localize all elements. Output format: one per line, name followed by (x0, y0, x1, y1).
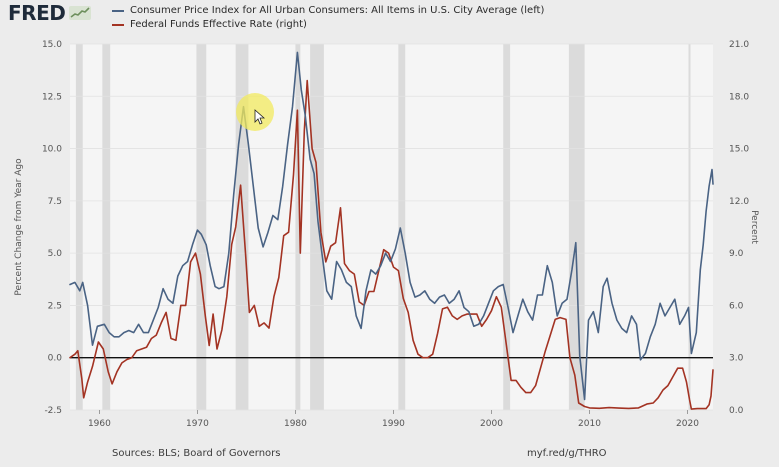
recession-band (568, 44, 585, 410)
y-tick-left-label: 7.5 (48, 197, 62, 207)
series-line-cpi (69, 51, 714, 401)
legend-swatch-cpi (112, 10, 124, 12)
fred-logo-text: FRED (8, 1, 66, 25)
y-tick-left-label: 15.0 (42, 40, 62, 50)
y-tick-right-label: 0.0 (729, 406, 744, 416)
y-tick-right-label: 3.0 (729, 354, 744, 364)
y-tick-right-label: 15.0 (729, 145, 749, 155)
chart-sources: Sources: BLS; Board of Governors (112, 448, 281, 459)
fred-logo-graph-icon (69, 6, 92, 20)
recession-band (102, 44, 111, 410)
legend-label-fedfunds: Federal Funds Effective Rate (right) (130, 19, 307, 30)
x-tick-label: 2010 (578, 419, 601, 429)
recession-band (503, 44, 511, 410)
x-tick-label: 2020 (676, 419, 699, 429)
x-tick-label: 1980 (284, 419, 307, 429)
chart-permalink[interactable]: myf.red/g/THRO (527, 448, 607, 459)
y-tick-right-label: 6.0 (729, 301, 744, 311)
legend-item-cpi: Consumer Price Index for All Urban Consu… (112, 4, 544, 18)
x-tick-label: 2000 (480, 419, 503, 429)
x-tick-label: 1970 (186, 419, 209, 429)
series-line-fedfunds (69, 79, 714, 410)
recession-band (75, 44, 83, 410)
y-tick-left-label: 2.5 (48, 301, 62, 311)
y-tick-left-label: 5.0 (48, 249, 63, 259)
y-tick-left-label: -2.5 (44, 406, 62, 416)
plot-area (70, 44, 713, 410)
recession-band (688, 44, 691, 410)
legend-swatch-fedfunds (112, 24, 124, 26)
y-tick-left-label: 12.5 (42, 92, 62, 102)
fred-logo[interactable]: FRED (8, 1, 92, 25)
y-axis-left-title: Percent Change from Year Ago (14, 158, 24, 296)
y-tick-right-label: 12.0 (729, 197, 749, 207)
y-tick-right-label: 21.0 (729, 40, 749, 50)
mouse-cursor-icon (254, 109, 266, 125)
x-tick-label: 1990 (382, 419, 405, 429)
recession-band (295, 44, 301, 410)
legend-item-fedfunds: Federal Funds Effective Rate (right) (112, 18, 544, 32)
chart-legend: Consumer Price Index for All Urban Consu… (112, 4, 544, 32)
y-tick-right-label: 9.0 (729, 249, 744, 259)
recession-band (398, 44, 406, 410)
legend-label-cpi: Consumer Price Index for All Urban Consu… (130, 5, 545, 16)
y-tick-left-label: 10.0 (42, 145, 62, 155)
recession-band (235, 44, 249, 410)
y-tick-right-label: 18.0 (729, 92, 749, 102)
recession-band (310, 44, 324, 410)
y-tick-left-label: 0.0 (48, 354, 63, 364)
y-axis-right-title: Percent (749, 210, 759, 244)
x-tick-label: 1960 (88, 419, 111, 429)
recession-band (196, 44, 207, 410)
